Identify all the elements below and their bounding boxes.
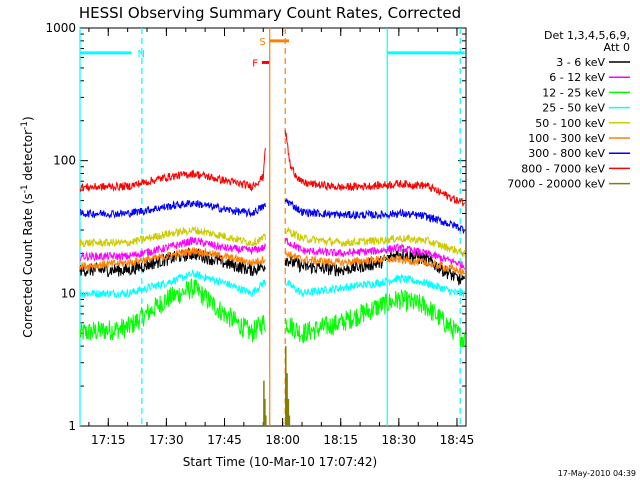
series-line-7000-20000-kev bbox=[263, 346, 291, 426]
y-axis: 1 10 100 1000 bbox=[45, 21, 466, 433]
legend-label: 800 - 7000 keV bbox=[521, 162, 605, 175]
x-tick-label: 18:00 bbox=[265, 433, 300, 447]
x-tick-label: 18:45 bbox=[440, 433, 475, 447]
legend: Det 1,3,4,5,6,9,Att 0 3 - 6 keV 6 - 12 keV… bbox=[507, 29, 630, 191]
flag-s-label: S bbox=[259, 37, 265, 48]
legend-header: Det 1,3,4,5,6,9, bbox=[544, 29, 630, 42]
y-tick-label: 1 bbox=[68, 419, 76, 433]
flag-n-label: N bbox=[138, 49, 145, 60]
plot-frame bbox=[79, 27, 467, 427]
annotation-layer: N SF bbox=[79, 28, 465, 426]
series-line-6-12-kev bbox=[79, 236, 465, 270]
series-line-100-300-kev bbox=[79, 247, 465, 277]
legend-label: 100 - 300 keV bbox=[528, 132, 605, 145]
series-line-12-25-kev bbox=[79, 278, 465, 349]
legend-label: 12 - 25 keV bbox=[542, 86, 605, 99]
y-axis-label: Corrected Count Rate (s-1 detector-1) bbox=[20, 116, 35, 337]
y-tick-label: 10 bbox=[61, 286, 76, 300]
legend-label: 7000 - 20000 keV bbox=[507, 178, 605, 191]
series-line-25-50-kev bbox=[79, 268, 465, 299]
series-line-300-800-kev bbox=[79, 198, 465, 234]
x-axis: 17:15 17:30 17:45 18:00 18:15 18:30 18:45 bbox=[88, 28, 475, 447]
timestamp: 17-May-2010 04:39 bbox=[558, 469, 636, 478]
x-axis-label: Start Time (10-Mar-10 17:07:42) bbox=[183, 455, 377, 469]
chart-title: HESSI Observing Summary Count Rates, Cor… bbox=[79, 4, 461, 22]
flag-f-label: F bbox=[252, 58, 258, 69]
legend-label: 25 - 50 keV bbox=[542, 102, 605, 115]
x-tick-label: 17:15 bbox=[91, 433, 126, 447]
legend-header: Att 0 bbox=[604, 41, 630, 54]
series-line-800-7000-kev bbox=[79, 130, 465, 207]
series-line-3-6-kev bbox=[79, 247, 465, 286]
legend-label: 50 - 100 keV bbox=[535, 117, 605, 130]
y-tick-label: 100 bbox=[53, 154, 76, 168]
x-tick-label: 18:15 bbox=[323, 433, 358, 447]
series-layer bbox=[79, 130, 465, 426]
x-tick-label: 17:45 bbox=[207, 433, 242, 447]
y-tick-label: 1000 bbox=[45, 21, 76, 35]
legend-label: 3 - 6 keV bbox=[556, 56, 605, 69]
legend-label: 300 - 800 keV bbox=[528, 147, 605, 160]
x-tick-label: 18:30 bbox=[382, 433, 417, 447]
series-line-50-100-kev bbox=[79, 225, 465, 258]
x-tick-label: 17:30 bbox=[149, 433, 184, 447]
legend-label: 6 - 12 keV bbox=[549, 71, 605, 84]
